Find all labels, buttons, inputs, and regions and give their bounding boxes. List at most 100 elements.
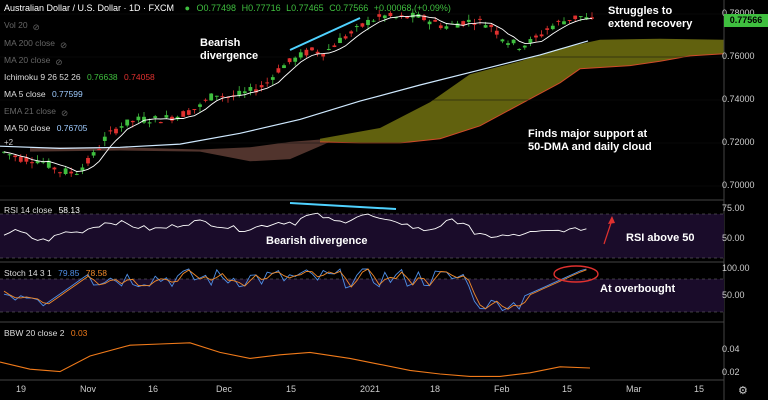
price-tick: 0.70000 xyxy=(722,180,755,190)
candle-body xyxy=(97,149,102,151)
ema21-indicator[interactable]: EMA 21 close ⊘ xyxy=(4,106,71,119)
bbw-tick: 0.04 xyxy=(722,344,740,354)
candle-body xyxy=(461,21,466,26)
candle-body xyxy=(119,126,124,128)
candle-body xyxy=(18,156,23,162)
candle-body xyxy=(58,172,62,174)
ohlc-high: H0.77716 xyxy=(241,3,281,13)
candle-body xyxy=(52,167,57,170)
candle-body xyxy=(326,48,331,50)
hidden-eye-icon[interactable]: ⊘ xyxy=(60,40,68,51)
candle-body xyxy=(444,26,449,29)
stoch-label[interactable]: Stoch 14 3 1 79.85 78.58 xyxy=(4,268,108,278)
candle-body xyxy=(455,23,460,28)
candle-body xyxy=(494,30,499,35)
candle-body xyxy=(259,85,264,88)
candle-body xyxy=(545,28,550,30)
hidden-eye-icon[interactable]: ⊘ xyxy=(55,57,63,68)
bbw-label[interactable]: BBW 20 close 2 0.03 xyxy=(4,328,88,338)
candle-body xyxy=(74,173,79,175)
candle-body xyxy=(214,95,219,97)
candle-body xyxy=(371,20,376,22)
ohlc-close: C0.77566 xyxy=(329,3,369,13)
candle-body xyxy=(270,77,275,80)
hidden-eye-icon[interactable]: ⊘ xyxy=(60,108,69,119)
candle-body xyxy=(192,109,197,111)
vol-indicator[interactable]: Vol 20 ⊘ xyxy=(4,20,43,33)
candle-body xyxy=(2,151,6,153)
candle-body xyxy=(265,82,270,84)
candle-body xyxy=(80,167,85,171)
overbought-ring xyxy=(553,265,599,283)
candle-body xyxy=(248,87,253,91)
candle-body xyxy=(142,116,146,123)
rsi-arrowhead xyxy=(608,216,615,224)
candle-body xyxy=(164,115,169,118)
candle-body xyxy=(556,20,561,22)
candle-body xyxy=(136,116,141,121)
time-tick: Nov xyxy=(80,384,97,394)
candle-body xyxy=(438,25,443,29)
candle-body xyxy=(114,128,118,134)
rsi-label[interactable]: RSI 14 close 58.13 xyxy=(4,205,80,215)
time-tick: 2021 xyxy=(360,384,381,394)
time-tick: 18 xyxy=(430,384,441,394)
candle-body xyxy=(332,45,337,47)
candle-body xyxy=(466,19,471,22)
symbol-title: Australian Dollar / U.S. Dollar · 1D · F… xyxy=(4,3,175,13)
candle-body xyxy=(343,36,348,39)
candle-body xyxy=(506,43,510,45)
candle-body xyxy=(220,96,225,98)
rsi-tick: 50.00 xyxy=(722,233,745,243)
candle-body xyxy=(550,25,555,30)
time-tick: Mar xyxy=(626,384,642,394)
candle-body xyxy=(304,49,309,56)
candle-body xyxy=(125,119,130,126)
ma50-indicator[interactable]: MA 50 close 0.76705 xyxy=(4,123,88,133)
candle-body xyxy=(24,157,29,162)
candle-body xyxy=(102,136,107,141)
annotation-struggles: Struggles to extend recovery xyxy=(608,5,693,30)
stoch-tick: 100.00 xyxy=(722,263,750,273)
candle-body xyxy=(242,91,247,94)
plus2-badge[interactable]: +2 xyxy=(4,138,14,147)
candle-body xyxy=(528,39,533,44)
candle-body xyxy=(399,15,404,17)
candle-body xyxy=(562,21,566,25)
candle-body xyxy=(377,14,382,17)
divergence-line-rsi xyxy=(289,202,397,210)
hidden-eye-icon[interactable]: ⊘ xyxy=(32,22,40,33)
price-tick: 0.76000 xyxy=(722,51,755,61)
annotation-rsi-divergence: Bearish divergence xyxy=(266,235,368,247)
ma200-indicator[interactable]: MA 200 close ⊘ xyxy=(4,38,70,51)
candle-body xyxy=(405,16,410,19)
ma5-line xyxy=(3,15,593,172)
stoch-band xyxy=(0,279,724,312)
candle-body xyxy=(203,99,208,101)
ma5-indicator[interactable]: MA 5 close 0.77599 xyxy=(4,89,83,99)
candle-body xyxy=(511,39,516,44)
candle-body xyxy=(349,31,354,34)
ichimoku-indicator[interactable]: Ichimoku 9 26 52 26 0.76638 0.74058 xyxy=(4,72,155,82)
settings-gear-icon[interactable]: ⚙ xyxy=(738,385,748,397)
candle-body xyxy=(35,160,40,164)
candle-body xyxy=(590,17,594,19)
time-tick: 15 xyxy=(286,384,297,394)
candle-body xyxy=(478,18,482,20)
candle-body xyxy=(282,65,286,69)
candle-body xyxy=(539,34,544,37)
ohlc-open: O0.77498 xyxy=(196,3,237,13)
candle-body xyxy=(226,97,230,99)
time-tick: Dec xyxy=(216,384,233,394)
ohlc-change: +0.00068 (+0.09%) xyxy=(373,3,451,13)
status-dot: ● xyxy=(184,3,190,13)
candle-body xyxy=(427,21,432,25)
candle-body xyxy=(86,158,90,164)
candle-body xyxy=(298,52,303,58)
bbw-line xyxy=(0,342,591,377)
ma20-indicator[interactable]: MA 20 close ⊘ xyxy=(4,55,65,68)
candle-body xyxy=(276,68,281,73)
candle-body xyxy=(315,51,320,54)
candle-body xyxy=(181,111,186,117)
